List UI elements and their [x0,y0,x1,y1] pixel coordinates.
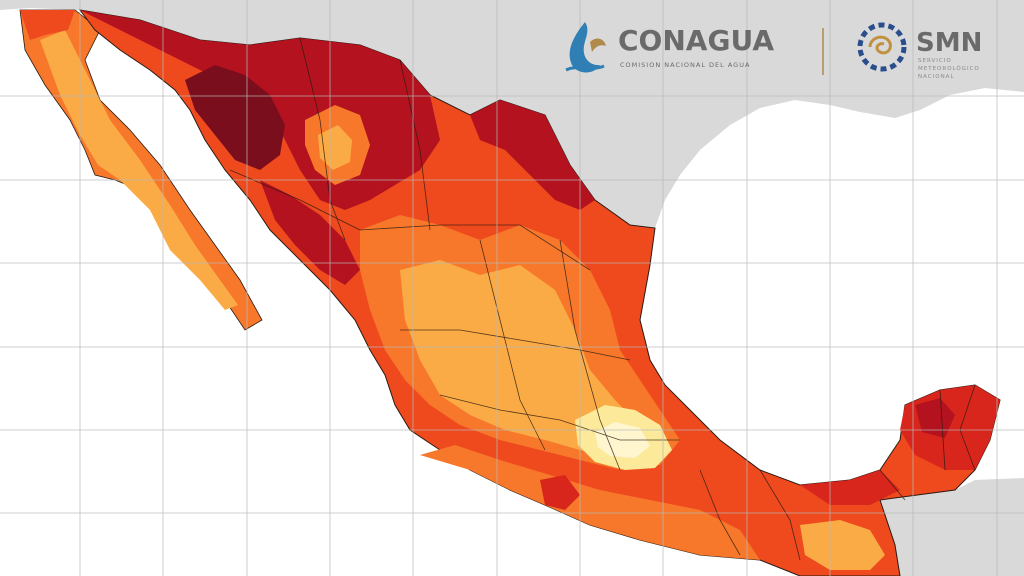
yucatan-very-hot-pocket [915,398,955,438]
conagua-drop-icon [569,22,600,73]
northeast-very-hot-zone [470,100,595,210]
conagua-gold-icon [590,38,606,52]
smn-spiral-icon [868,35,892,55]
sonora-coast-hot-zone [260,180,360,285]
smn-subtitle-line2: METEOROLÓGICO [918,65,980,72]
smn-name: SMN [916,28,982,58]
central-plateau-cool-zone [400,260,655,460]
smn-subtitle-line3: NACIONAL [918,74,955,80]
chiapas-cool-zone [800,520,885,570]
smn-logo: SMN SERVICIO METEOROLÓGICO NACIONAL [857,22,982,80]
baja-cool-zone [40,30,238,310]
conagua-logo: CONAGUA COMISION NACIONAL DEL AGUA [565,22,774,73]
conagua-name: CONAGUA [618,24,774,57]
guerrero-hot-pocket [540,475,580,510]
guatemala-belize-landmass [880,478,1024,576]
conagua-subtitle: COMISION NACIONAL DEL AGUA [620,61,750,69]
pacific-south-warm-zone [420,445,760,560]
conagua-wave-icon [565,64,605,72]
smn-subtitle-line1: SERVICIO [918,58,952,64]
tabasco-hot-zone [800,470,900,505]
chihuahua-cool-pocket [318,125,352,170]
north-hottest-zone [185,65,285,170]
baja-warm-tip [20,10,75,40]
usa-landmass [0,0,1024,228]
smn-gear-icon [857,22,907,72]
